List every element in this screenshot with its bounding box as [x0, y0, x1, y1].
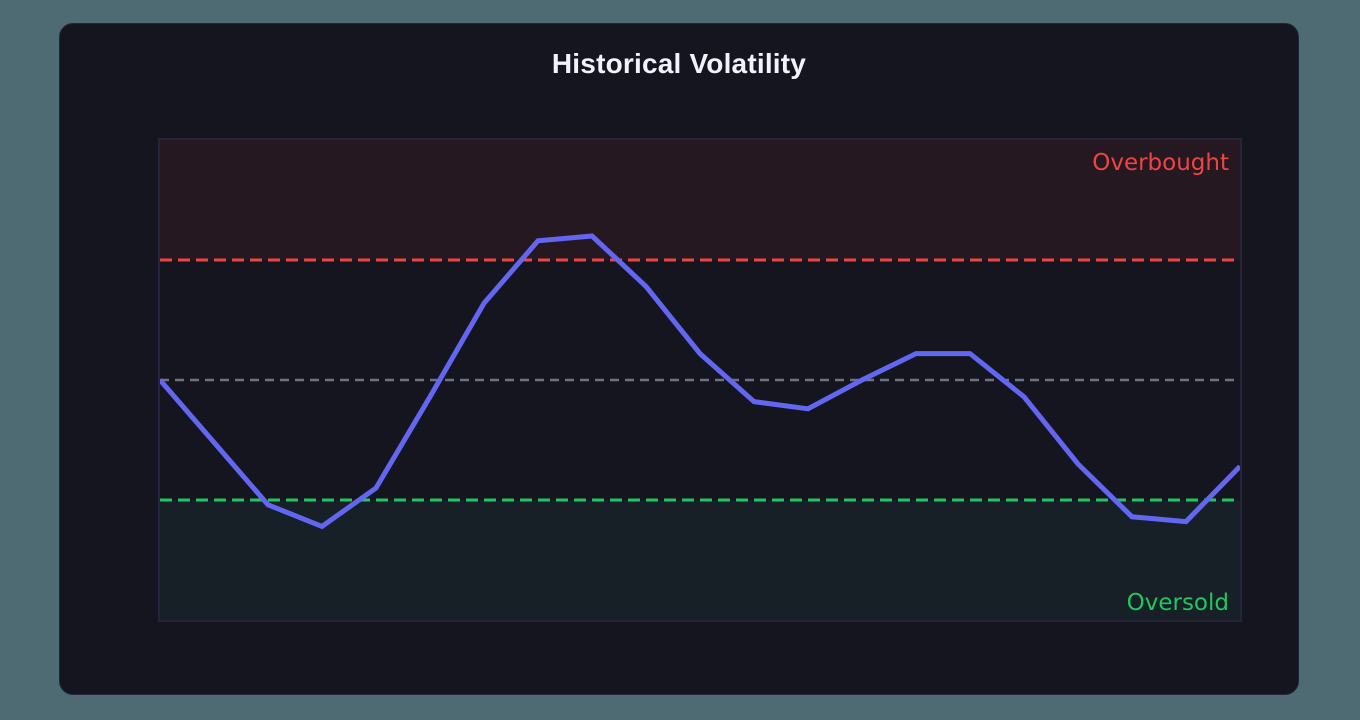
- plot-border: [158, 138, 1242, 622]
- overbought-label: Overbought: [1092, 150, 1229, 176]
- volatility-line: [158, 233, 1242, 530]
- oversold-zone: [160, 500, 1240, 620]
- overbought-zone: [160, 140, 1240, 260]
- oversold-label: Oversold: [1127, 590, 1229, 616]
- chart-title: Historical Volatility: [551, 48, 807, 79]
